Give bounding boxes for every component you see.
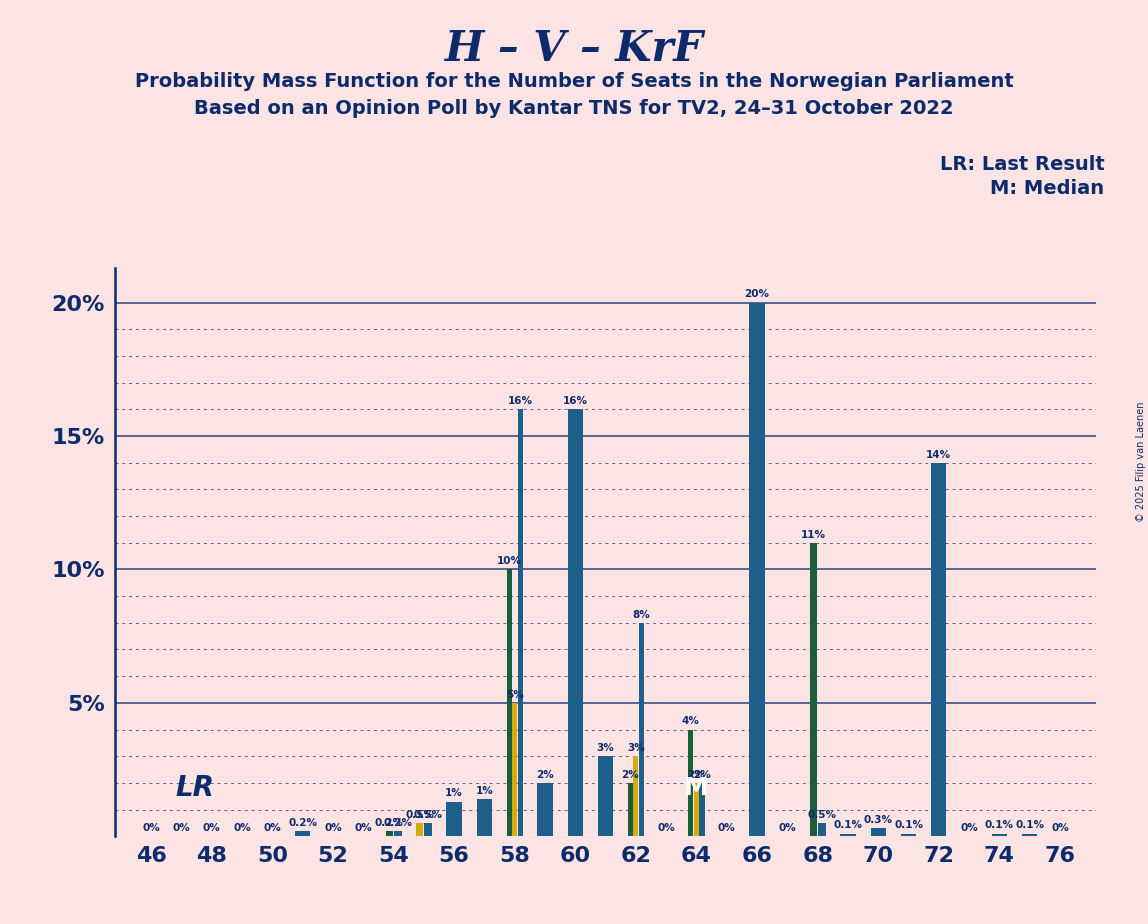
Bar bbox=[819, 823, 825, 836]
Bar bbox=[634, 756, 638, 836]
Text: 1%: 1% bbox=[475, 785, 494, 796]
Text: 0%: 0% bbox=[263, 823, 281, 833]
Text: Based on an Opinion Poll by Kantar TNS for TV2, 24–31 October 2022: Based on an Opinion Poll by Kantar TNS f… bbox=[194, 99, 954, 118]
Text: 3%: 3% bbox=[627, 743, 645, 753]
Text: Probability Mass Function for the Number of Seats in the Norwegian Parliament: Probability Mass Function for the Number… bbox=[134, 72, 1014, 91]
Text: 0.5%: 0.5% bbox=[413, 809, 442, 820]
Text: 4%: 4% bbox=[682, 716, 700, 726]
Bar bbox=[699, 783, 705, 836]
Text: 1%: 1% bbox=[445, 788, 463, 798]
Text: 0%: 0% bbox=[355, 823, 372, 833]
Bar bbox=[750, 303, 765, 836]
Bar bbox=[416, 823, 424, 836]
Text: 0.1%: 0.1% bbox=[833, 821, 862, 831]
Text: 5%: 5% bbox=[506, 689, 523, 699]
Bar bbox=[992, 833, 1007, 836]
Text: 14%: 14% bbox=[926, 449, 952, 459]
Text: 16%: 16% bbox=[563, 396, 588, 407]
Bar bbox=[809, 542, 817, 836]
Bar bbox=[386, 831, 393, 836]
Bar bbox=[567, 409, 583, 836]
Text: 0.2%: 0.2% bbox=[375, 818, 404, 828]
Bar bbox=[840, 833, 855, 836]
Text: 0.3%: 0.3% bbox=[863, 815, 893, 825]
Text: 2%: 2% bbox=[621, 770, 639, 780]
Text: 3%: 3% bbox=[597, 743, 614, 753]
Text: M: M bbox=[684, 776, 708, 800]
Bar bbox=[639, 623, 644, 836]
Text: 0.1%: 0.1% bbox=[985, 821, 1014, 831]
Text: 11%: 11% bbox=[801, 529, 825, 540]
Bar bbox=[901, 833, 916, 836]
Text: 8%: 8% bbox=[633, 610, 650, 620]
Text: 0.2%: 0.2% bbox=[288, 818, 317, 828]
Bar bbox=[870, 828, 886, 836]
Bar bbox=[598, 756, 613, 836]
Bar bbox=[394, 831, 402, 836]
Text: 0%: 0% bbox=[1052, 823, 1069, 833]
Text: LR: LR bbox=[176, 774, 215, 802]
Text: 2%: 2% bbox=[688, 770, 705, 780]
Text: 0%: 0% bbox=[778, 823, 797, 833]
Text: 2%: 2% bbox=[693, 770, 711, 780]
Text: 0.1%: 0.1% bbox=[1015, 821, 1045, 831]
Bar bbox=[424, 823, 432, 836]
Bar bbox=[512, 703, 518, 836]
Text: 0%: 0% bbox=[142, 823, 160, 833]
Bar bbox=[931, 463, 946, 836]
Bar bbox=[537, 783, 552, 836]
Bar bbox=[693, 783, 699, 836]
Bar bbox=[447, 801, 461, 836]
Text: 16%: 16% bbox=[507, 396, 533, 407]
Bar bbox=[476, 799, 492, 836]
Text: LR: Last Result: LR: Last Result bbox=[939, 155, 1104, 175]
Text: © 2025 Filip van Laenen: © 2025 Filip van Laenen bbox=[1137, 402, 1146, 522]
Bar bbox=[295, 831, 310, 836]
Text: 0%: 0% bbox=[658, 823, 675, 833]
Text: M: Median: M: Median bbox=[991, 179, 1104, 199]
Text: 0.1%: 0.1% bbox=[894, 821, 923, 831]
Text: 2%: 2% bbox=[536, 770, 553, 780]
Text: 20%: 20% bbox=[745, 289, 769, 299]
Text: 0.5%: 0.5% bbox=[807, 809, 836, 820]
Text: 0.2%: 0.2% bbox=[383, 818, 412, 828]
Text: 0%: 0% bbox=[324, 823, 342, 833]
Text: H – V – KrF: H – V – KrF bbox=[444, 28, 704, 69]
Text: 0%: 0% bbox=[718, 823, 736, 833]
Text: 0%: 0% bbox=[203, 823, 220, 833]
Bar bbox=[1022, 833, 1038, 836]
Text: 10%: 10% bbox=[497, 556, 521, 566]
Text: 0.5%: 0.5% bbox=[405, 809, 434, 820]
Text: 0%: 0% bbox=[233, 823, 251, 833]
Bar bbox=[518, 409, 522, 836]
Bar bbox=[628, 783, 633, 836]
Text: 0%: 0% bbox=[960, 823, 978, 833]
Text: 0%: 0% bbox=[172, 823, 191, 833]
Bar bbox=[506, 569, 512, 836]
Bar bbox=[689, 730, 693, 836]
